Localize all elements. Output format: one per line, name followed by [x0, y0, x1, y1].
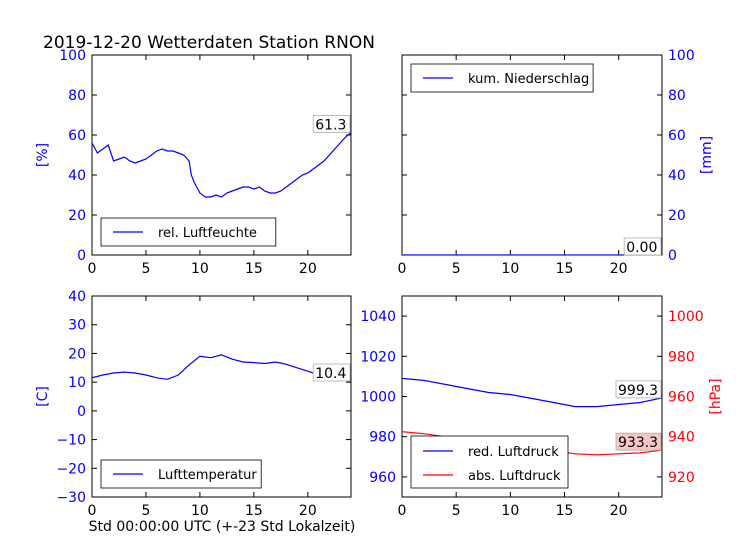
last-value-box: [312, 115, 351, 133]
legend-label: Lufttemperatur: [158, 468, 257, 483]
x-tick-label: 10: [191, 261, 209, 277]
last-value-box: [615, 432, 662, 451]
legend-box: [410, 435, 569, 489]
y-tick-label-right: 940: [668, 430, 695, 446]
last-value-label: 933.3: [618, 435, 658, 451]
x-tick-label: 0: [88, 261, 97, 277]
legend: rel. Luftfeuchte: [100, 217, 277, 247]
y-tick-label: 1020: [360, 349, 396, 365]
y-tick-label-right: 920: [668, 470, 695, 486]
last-value-label: 10.4: [315, 366, 346, 382]
y-tick-label: 0: [668, 248, 677, 264]
last-value-label: 0.00: [626, 240, 657, 256]
x-tick-label: 20: [299, 503, 317, 519]
y-tick-label: 1000: [360, 390, 396, 406]
y-tick-label: 30: [68, 318, 86, 334]
figure-title: 2019-12-20 Wetterdaten Station RNON: [43, 33, 375, 53]
x-tick-label: 20: [610, 261, 628, 277]
legend-label: abs. Luftdruck: [468, 469, 561, 484]
x-tick-label: 10: [191, 503, 209, 519]
legend-label: red. Luftdruck: [468, 445, 559, 460]
series-line-1: [92, 131, 351, 198]
y-tick-label: 40: [68, 168, 86, 184]
x-tick-label: 10: [501, 503, 519, 519]
y-tick-label: 40: [68, 289, 86, 305]
y-tick-label: 0: [77, 248, 86, 264]
legend: Lufttemperatur: [100, 459, 262, 489]
axes-frame: [91, 295, 352, 498]
x-tick-label: 15: [245, 503, 263, 519]
y-tick-label: 80: [668, 88, 686, 104]
last-value-box: [623, 237, 662, 256]
x-tick-label: 20: [610, 503, 628, 519]
series-line-1: [92, 354, 351, 382]
legend-label: rel. Luftfeuchte: [158, 226, 257, 241]
y-tick-label-right: 980: [668, 349, 695, 365]
y-tick-label: 60: [668, 128, 686, 144]
y-tick-label: 20: [68, 346, 86, 362]
legend: red. Luftdruck abs. Luftdruck: [410, 435, 569, 489]
y-axis-label: [%]: [35, 143, 51, 167]
y-tick-label: 60: [68, 128, 86, 144]
x-tick-label: 10: [501, 261, 519, 277]
figure-xlabel: Std 00:00:00 UTC (+-23 Std Lokalzeit): [89, 519, 356, 535]
y-tick-label: −30: [56, 490, 86, 506]
legend-label: kum. Niederschlag: [468, 72, 589, 87]
y-tick-label: 20: [668, 208, 686, 224]
x-tick-label: 15: [245, 261, 263, 277]
y-tick-label: 10: [68, 375, 86, 391]
y-tick-label-right: 1000: [668, 309, 704, 325]
x-tick-label: 5: [452, 503, 461, 519]
y-tick-label: 100: [668, 48, 695, 64]
y-tick-label: 80: [68, 88, 86, 104]
x-tick-label: 5: [452, 261, 461, 277]
y-axis-label: [mm]: [699, 136, 715, 174]
last-value-box: [312, 363, 351, 382]
y-tick-label: −10: [56, 433, 86, 449]
chart-panel-top-right: 0 5 10 15 20 0 20 40 60 80 100 [mm] 0.00 kum. Nieders…: [398, 48, 715, 277]
x-tick-label: 15: [556, 503, 574, 519]
chart-panel-bottom-left: 0 5 10 15 20 −30 −20 −10 0 10 20 30 40 [C] 10.4 Lufttem…: [35, 289, 352, 519]
x-tick-label: 0: [398, 503, 407, 519]
axes-frame: [91, 54, 352, 256]
y-tick-label: 40: [668, 168, 686, 184]
x-tick-label: 0: [88, 503, 97, 519]
chart-panel-bottom-right: 0 5 10 15 20 960 980 1000 1020 1040 920 940 960 980 10…: [360, 295, 724, 519]
y-tick-label: 0: [77, 404, 86, 420]
series-line-1: [402, 377, 662, 408]
last-value-label: 999.3: [618, 383, 658, 399]
y-tick-label: 960: [369, 470, 396, 486]
x-tick-label: 0: [398, 261, 407, 277]
y-axis-label-right: [hPa]: [708, 378, 724, 414]
y-tick-label: 1040: [360, 309, 396, 325]
x-tick-label: 15: [556, 261, 574, 277]
x-tick-label: 5: [141, 261, 150, 277]
legend: kum. Niederschlag: [410, 63, 594, 93]
y-tick-label: 100: [59, 48, 86, 64]
y-axis-label: [C]: [35, 386, 51, 407]
chart-panel-top-left: 0 5 10 15 20 0 20 40 60 80 100 [%] 61.3 rel. Luftfeuc…: [35, 48, 352, 277]
last-value-label: 61.3: [315, 117, 346, 133]
last-value-box: [615, 380, 662, 399]
y-tick-label: 20: [68, 208, 86, 224]
y-tick-label: −20: [56, 461, 86, 477]
x-tick-label: 5: [141, 503, 150, 519]
y-tick-label: 980: [369, 430, 396, 446]
x-tick-label: 20: [299, 261, 317, 277]
y-tick-label-right: 960: [668, 390, 695, 406]
